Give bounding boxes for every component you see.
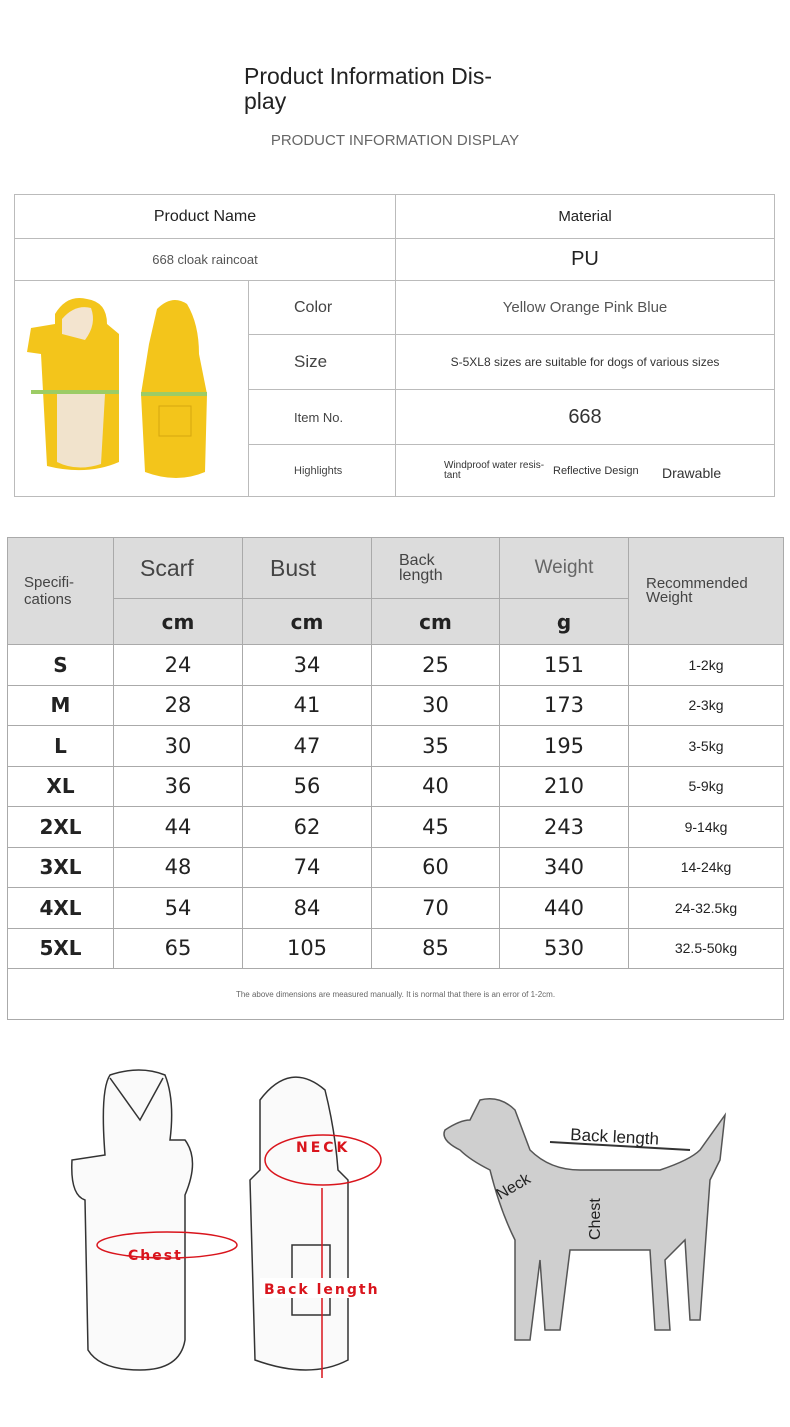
size-row-weight-cell: 173 — [499, 684, 629, 726]
measurement-diagram: NECK Chest Back length Back length Neck … — [71, 1069, 727, 1378]
size-row-back-cell: 60 — [371, 846, 500, 888]
size-row-back-cell: 35 — [371, 725, 500, 767]
size-row-size-cell: 4XL — [7, 887, 114, 929]
dog-back-length-line — [549, 1141, 691, 1151]
header-recommended-weight: Recommended Weight — [628, 537, 784, 645]
size-row-weight-cell: 530 — [499, 927, 629, 969]
size-row-rec-cell: 3-5kg — [628, 725, 784, 767]
size-row-size-cell: 2XL — [7, 806, 114, 848]
chest-label: Chest — [128, 1248, 183, 1264]
product-image — [14, 280, 249, 497]
size-row-size-cell: L — [7, 725, 114, 767]
size-row-scarf-cell: 36 — [113, 765, 243, 807]
size-row-bust-cell: 84 — [242, 887, 372, 929]
dog-silhouette — [443, 1098, 727, 1341]
size-row-rec-cell: 24-32.5kg — [628, 887, 784, 929]
size-row-size-cell: M — [7, 684, 114, 726]
size-row-bust-cell: 56 — [242, 765, 372, 807]
size-row-back-cell: 25 — [371, 644, 500, 686]
size-row-size-cell: 5XL — [7, 927, 114, 969]
unit-bust: cm — [242, 598, 372, 645]
size-value: S-5XL8 sizes are suitable for dogs of va… — [395, 334, 775, 390]
size-row-scarf-cell: 44 — [113, 806, 243, 848]
size-row-size-cell: S — [7, 644, 114, 686]
color-value: Yellow Orange Pink Blue — [395, 280, 775, 335]
size-row-back-cell: 30 — [371, 684, 500, 726]
size-row-size-cell: XL — [7, 765, 114, 807]
size-row-back-cell: 70 — [371, 887, 500, 929]
material-label: Material — [395, 194, 775, 239]
size-row-rec-cell: 32.5-50kg — [628, 927, 784, 969]
item-no-label: Item No. — [248, 389, 396, 445]
product-name-label: Product Name — [14, 194, 396, 239]
size-row-weight-cell: 243 — [499, 806, 629, 848]
highlight-windproof: Windproof water resis- tant — [444, 460, 545, 481]
header-weight: Weight — [499, 537, 629, 599]
header-scarf: Scarf — [113, 537, 243, 599]
raincoat-front-sketch — [71, 1069, 194, 1371]
size-row-bust-cell: 47 — [242, 725, 372, 767]
size-row-rec-cell: 5-9kg — [628, 765, 784, 807]
product-name-value: 668 cloak raincoat — [14, 238, 396, 281]
unit-back-length: cm — [371, 598, 500, 645]
unit-scarf: cm — [113, 598, 243, 645]
back-length-label: Back length — [264, 1282, 380, 1298]
size-row-rec-cell: 14-24kg — [628, 846, 784, 888]
size-row-weight-cell: 210 — [499, 765, 629, 807]
measurement-note: The above dimensions are measured manual… — [7, 968, 784, 1020]
header-specifications: Specifi- cations — [7, 537, 114, 645]
raincoat-photo — [26, 297, 207, 478]
size-row-scarf-cell: 65 — [113, 927, 243, 969]
neck-ellipse — [264, 1134, 382, 1186]
size-row-scarf-cell: 54 — [113, 887, 243, 929]
size-row-rec-cell: 9-14kg — [628, 806, 784, 848]
size-row-bust-cell: 34 — [242, 644, 372, 686]
size-row-bust-cell: 74 — [242, 846, 372, 888]
highlight-drawable: Drawable — [662, 465, 722, 481]
size-row-back-cell: 85 — [371, 927, 500, 969]
dog-back-length-label: Back length — [570, 1125, 660, 1149]
highlight-reflective: Reflective Design — [553, 465, 639, 477]
chest-ellipse — [96, 1231, 238, 1259]
size-row-weight-cell: 195 — [499, 725, 629, 767]
size-row-scarf-cell: 48 — [113, 846, 243, 888]
item-no-value: 668 — [395, 389, 775, 445]
highlights-value: Windproof water resis- tant Reflective D… — [395, 444, 775, 497]
raincoat-back-sketch — [249, 1076, 349, 1371]
highlights-label: Highlights — [248, 444, 396, 497]
size-row-size-cell: 3XL — [7, 846, 114, 888]
dog-chest-label: Chest — [587, 1198, 604, 1240]
size-row-bust-cell: 41 — [242, 684, 372, 726]
page-title: Product Information Dis- play — [244, 63, 492, 114]
page-subtitle: PRODUCT INFORMATION DISPLAY — [270, 132, 520, 149]
size-row-weight-cell: 151 — [499, 644, 629, 686]
size-label: Size — [248, 334, 396, 390]
size-row-scarf-cell: 28 — [113, 684, 243, 726]
color-label: Color — [248, 280, 396, 335]
size-row-back-cell: 40 — [371, 765, 500, 807]
size-row-rec-cell: 1-2kg — [628, 644, 784, 686]
size-row-back-cell: 45 — [371, 806, 500, 848]
material-value: PU — [395, 238, 775, 281]
size-row-scarf-cell: 24 — [113, 644, 243, 686]
size-row-rec-cell: 2-3kg — [628, 684, 784, 726]
neck-label: NECK — [296, 1140, 350, 1156]
unit-weight: g — [499, 598, 629, 645]
size-row-weight-cell: 340 — [499, 846, 629, 888]
size-row-weight-cell: 440 — [499, 887, 629, 929]
size-row-bust-cell: 105 — [242, 927, 372, 969]
header-bust: Bust — [242, 537, 372, 599]
size-row-scarf-cell: 30 — [113, 725, 243, 767]
size-row-bust-cell: 62 — [242, 806, 372, 848]
header-back-length: Back length — [371, 537, 500, 599]
